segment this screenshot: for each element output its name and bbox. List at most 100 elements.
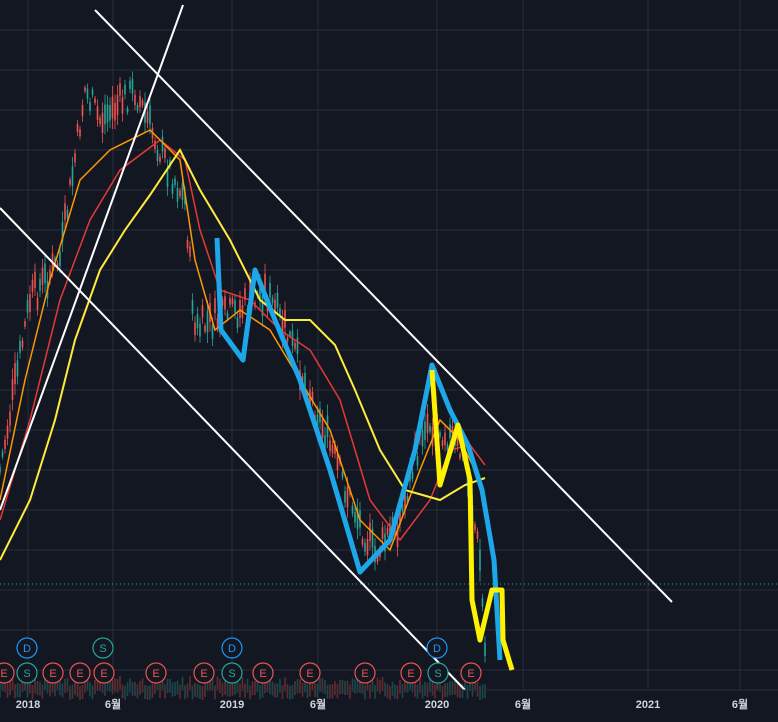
- candle-body: [404, 491, 406, 510]
- candle-body: [161, 136, 164, 152]
- event-badge: [16, 637, 38, 659]
- candle-body: [19, 340, 21, 353]
- volume-bar: [401, 684, 404, 699]
- volume-bar: [154, 679, 156, 694]
- event-badge: [426, 637, 448, 659]
- volume-bar: [481, 684, 484, 699]
- volume-bar: [371, 677, 374, 692]
- volume-bar: [459, 683, 461, 698]
- candle-body: [154, 140, 156, 150]
- candle-body: [421, 429, 424, 447]
- event-label: E: [407, 668, 414, 680]
- candle-body: [309, 389, 311, 408]
- volume-bar: [34, 679, 36, 694]
- candle-body: [459, 453, 461, 459]
- volume-bar: [384, 682, 386, 697]
- candle-body: [129, 80, 131, 89]
- volume-bar: [399, 679, 401, 694]
- volume-bar: [424, 681, 426, 696]
- volume-bar: [441, 685, 444, 700]
- event-badge: [16, 662, 38, 684]
- volume-bar: [0, 683, 1, 698]
- candle-body: [321, 419, 324, 438]
- candle-body: [369, 522, 371, 542]
- volume-bar: [264, 679, 266, 694]
- volume-bar: [454, 680, 456, 695]
- candle-body: [269, 282, 271, 298]
- volume-bar: [174, 682, 176, 697]
- volume-bar: [121, 684, 124, 699]
- volume-bar: [474, 677, 476, 692]
- volume-bar: [59, 681, 61, 696]
- candle-body: [376, 555, 379, 562]
- volume-bar: [71, 684, 74, 699]
- volume-bar: [279, 678, 281, 693]
- volume-bar: [421, 684, 424, 699]
- volume-bar: [374, 685, 376, 700]
- candle-body: [24, 321, 26, 327]
- volume-bar: [9, 681, 11, 696]
- candle-body: [429, 425, 431, 432]
- volume-bar: [369, 684, 371, 699]
- candle-body: [69, 179, 71, 185]
- candle-body: [236, 317, 239, 328]
- volume-bar: [14, 684, 16, 699]
- volume-bar: [146, 685, 149, 700]
- x-tick-label: 6월: [515, 697, 531, 711]
- volume-bar: [161, 676, 164, 691]
- x-tick-label: 6월: [732, 697, 748, 711]
- volume-bar: [449, 681, 451, 696]
- volume-bar: [189, 676, 191, 691]
- candle-body: [64, 203, 66, 221]
- candle-body: [16, 360, 19, 377]
- candle-body: [229, 298, 231, 305]
- candle-body: [186, 239, 189, 249]
- candle-body: [4, 439, 6, 449]
- volume-bar: [394, 684, 396, 699]
- volume-bar: [366, 676, 369, 691]
- candle-body: [146, 111, 149, 123]
- volume-bar: [51, 678, 54, 693]
- volume-bar: [26, 683, 29, 698]
- candle-body: [214, 298, 216, 314]
- candle-body: [401, 504, 404, 512]
- candle-body: [106, 104, 109, 123]
- candle-body: [424, 421, 426, 440]
- volume-bar: [479, 685, 481, 700]
- volume-bar: [116, 678, 119, 693]
- drawn-path-yellow: [429, 369, 515, 671]
- candle-body: [311, 391, 314, 402]
- candle-body: [316, 414, 319, 433]
- volume-bar: [119, 676, 121, 691]
- candle-body: [66, 209, 69, 218]
- candle-body: [444, 432, 446, 445]
- event-badge: [221, 637, 243, 659]
- volume-bar: [184, 685, 186, 700]
- volume-bar: [39, 681, 41, 696]
- candle-body: [26, 300, 29, 313]
- candle-body: [0, 466, 1, 473]
- x-tick-label: 2020: [425, 699, 449, 711]
- event-label: D: [433, 643, 441, 655]
- volume-bar: [91, 685, 94, 700]
- candle-body: [286, 337, 289, 342]
- candle-body: [324, 435, 326, 452]
- candle-body: [9, 411, 11, 426]
- candle-body: [279, 308, 281, 317]
- volume-bar: [261, 683, 264, 698]
- volume-bar: [241, 677, 244, 692]
- candle-body: [74, 153, 76, 163]
- candle-body: [126, 107, 129, 113]
- x-tick-label: 2021: [636, 699, 660, 711]
- candle-body: [116, 95, 119, 116]
- volume-bar: [64, 679, 66, 694]
- volume-bar: [276, 683, 279, 698]
- event-label: E: [467, 668, 474, 680]
- volume-bar: [131, 682, 134, 697]
- candle-body: [159, 156, 161, 162]
- candle-body: [406, 495, 409, 502]
- event-badge: [42, 662, 64, 684]
- candle-body: [191, 300, 194, 314]
- candle-body: [174, 178, 176, 185]
- volume-bar: [451, 681, 454, 696]
